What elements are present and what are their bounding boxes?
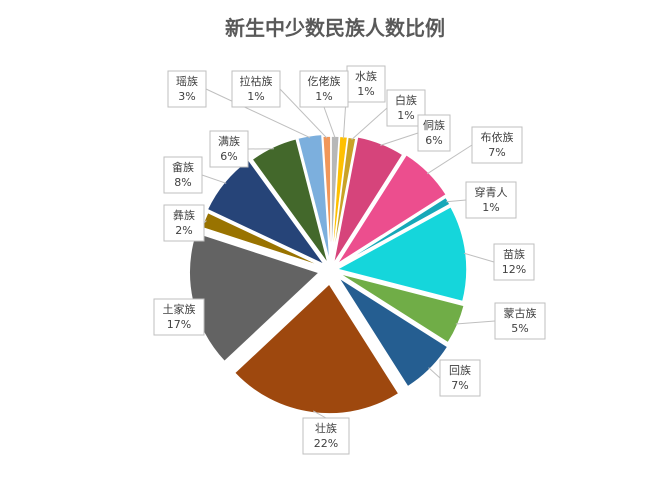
slices-layer (188, 133, 468, 415)
leader-line-5 (446, 199, 467, 203)
leader-line-8 (428, 367, 441, 379)
slice-percent-label-6: 12% (502, 263, 526, 276)
chart-title: 新生中少数民族人数比例 (225, 16, 445, 40)
slice-percent-label-16: 1% (315, 90, 332, 103)
label-box-8 (439, 359, 481, 397)
slice-name-label-12: 畲族 (172, 160, 194, 174)
slice-name-label-16: 仡佬族 (308, 74, 341, 88)
label-box-15 (231, 70, 281, 108)
leader-line-4 (426, 144, 473, 175)
slice-percent-label-10: 17% (167, 318, 191, 331)
slice-name-label-4: 布依族 (481, 130, 514, 144)
slice-percent-label-7: 5% (511, 322, 528, 335)
label-box-10 (153, 298, 205, 336)
leader-line-15 (279, 88, 328, 139)
label-box-1 (346, 65, 386, 103)
label-box-5 (465, 181, 517, 219)
label-box-12 (163, 156, 203, 194)
pie-slice-14 (296, 133, 331, 265)
leader-line-7 (455, 320, 496, 325)
leader-line-16 (323, 106, 336, 139)
slice-name-label-9: 壮族 (315, 421, 337, 435)
leader-line-12 (201, 174, 227, 184)
label-box-4 (471, 126, 523, 164)
label-box-3 (417, 114, 451, 152)
leader-line-9 (312, 410, 327, 419)
labels-layer: 水族 1% 白族 1% 侗族 6% 布依族 7% 穿青人 1% 苗族 12% 蒙古族 5% 回族 7% 壮族 22… (153, 65, 546, 455)
leader-line-6 (463, 252, 495, 263)
label-box-11 (163, 204, 205, 242)
slice-percent-label-11: 2% (175, 224, 192, 237)
leader-line-14 (205, 88, 311, 139)
slice-percent-label-12: 8% (174, 176, 191, 189)
leader-line-2 (351, 107, 388, 140)
slice-percent-label-8: 7% (451, 379, 468, 392)
pie-slice-6 (334, 205, 468, 303)
slice-name-label-15: 拉祜族 (240, 74, 273, 88)
slice-percent-label-15: 1% (247, 90, 264, 103)
pie-slice-7 (337, 272, 466, 344)
slice-name-label-1: 水族 (355, 69, 377, 83)
slice-name-label-13: 满族 (218, 134, 240, 148)
pie-slice-3 (332, 135, 404, 265)
slice-name-label-8: 回族 (449, 363, 471, 377)
slice-percent-label-1: 1% (357, 85, 374, 98)
slice-name-label-11: 彝族 (173, 208, 195, 222)
slice-name-label-14: 瑶族 (176, 74, 198, 88)
slice-percent-label-2: 1% (397, 109, 414, 122)
label-box-2 (386, 89, 426, 127)
slice-name-label-7: 蒙古族 (504, 306, 537, 320)
label-box-7 (494, 302, 546, 340)
slice-name-label-5: 穿青人 (475, 185, 508, 199)
label-box-9 (302, 417, 350, 455)
slice-name-label-10: 土家族 (163, 302, 196, 316)
label-box-13 (209, 130, 249, 168)
pie-slice-13 (250, 137, 330, 266)
slice-percent-label-5: 1% (482, 201, 499, 214)
pie-slice-9 (233, 282, 400, 415)
leader-line-3 (380, 132, 419, 146)
slice-name-label-2: 白族 (395, 93, 417, 107)
slice-percent-label-13: 6% (220, 150, 237, 163)
slice-percent-label-3: 6% (425, 134, 442, 147)
label-box-14 (167, 70, 207, 108)
slice-name-label-3: 侗族 (423, 118, 445, 132)
label-box-6 (493, 243, 535, 281)
pie-slice-2 (330, 136, 357, 267)
slice-percent-label-14: 3% (178, 90, 195, 103)
pie-slice-16 (330, 135, 341, 267)
pie-slice-5 (335, 196, 452, 268)
slice-percent-label-9: 22% (314, 437, 338, 450)
slice-name-label-6: 苗族 (503, 247, 525, 261)
slice-percent-label-4: 7% (488, 146, 505, 159)
label-box-16 (299, 70, 349, 108)
